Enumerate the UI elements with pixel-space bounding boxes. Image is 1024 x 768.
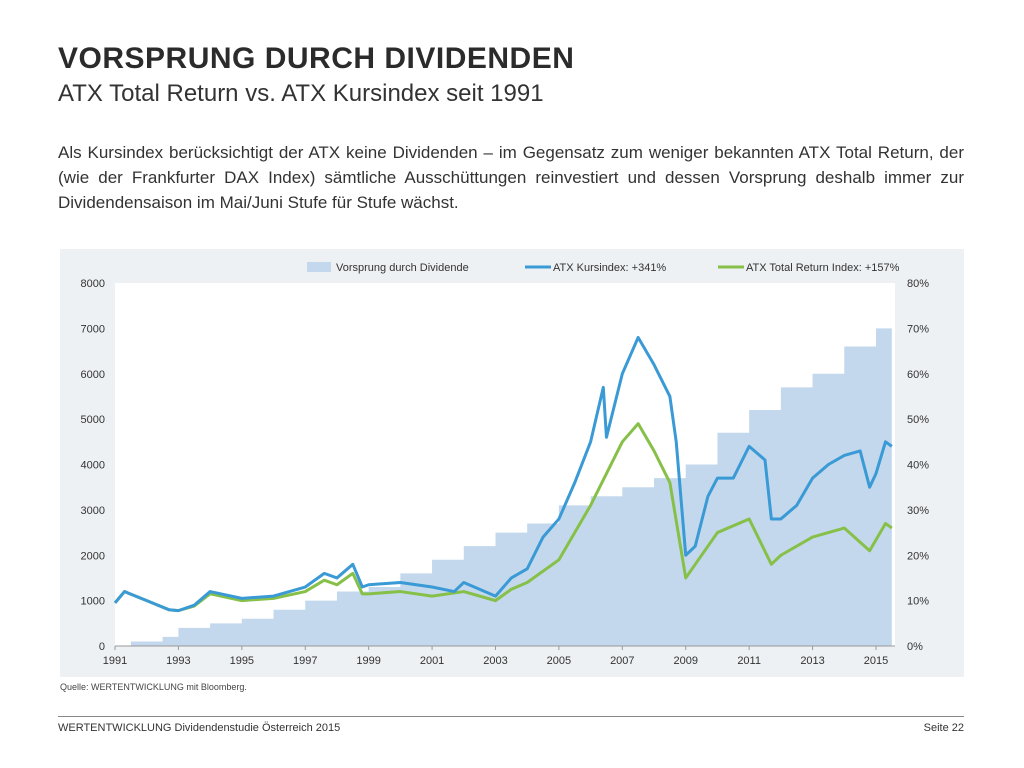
series-line-kursindex — [113, 335, 893, 613]
legend-label: ATX Total Return Index: +157% — [746, 262, 900, 274]
y2-tick-label: 40% — [907, 460, 929, 472]
x-tick-label: 1993 — [166, 655, 190, 667]
x-tick-label: 2007 — [610, 655, 634, 667]
x-tick-label: 2003 — [483, 655, 507, 667]
footer-divider — [58, 716, 964, 717]
x-tick-label: 1999 — [356, 655, 380, 667]
y-tick-label: 8000 — [81, 278, 105, 290]
y-tick-label: 0 — [99, 641, 105, 653]
x-tick-label: 1991 — [103, 655, 127, 667]
series-line-total-return — [113, 422, 893, 613]
legend-swatch — [307, 262, 331, 272]
y-tick-label: 1000 — [81, 596, 105, 608]
x-tick-label: 2013 — [800, 655, 824, 667]
y2-tick-label: 10% — [907, 596, 929, 608]
x-tick-label: 2001 — [420, 655, 444, 667]
legend-label: ATX Kursindex: +341% — [553, 262, 666, 274]
chart-panel: 0 1000 2000 3000 4000 5000 6000 7000 8000 0% 10% 20… — [60, 249, 964, 677]
y-tick-label: 4000 — [81, 460, 105, 472]
y2-tick-label: 30% — [907, 505, 929, 517]
x-tick-label: 1997 — [293, 655, 317, 667]
x-tick-label: 2015 — [864, 655, 888, 667]
y-tick-label: 2000 — [81, 550, 105, 562]
series-area-vorsprung — [115, 323, 892, 646]
x-tick-label: 2005 — [547, 655, 571, 667]
legend-label: Vorsprung durch Dividende — [336, 262, 469, 274]
source-note: Quelle: WERTENTWICKLUNG mit Bloomberg. — [60, 682, 247, 692]
y2-tick-label: 70% — [907, 323, 929, 335]
x-tick-label: 2009 — [673, 655, 697, 667]
intro-text: Als Kursindex berücksichtigt der ATX kei… — [58, 143, 964, 212]
x-tick-label: 1995 — [230, 655, 254, 667]
page-number: Seite 22 — [923, 722, 964, 734]
y2-tick-label: 0% — [907, 641, 923, 653]
x-tick-label: 2011 — [737, 655, 761, 667]
y-tick-label: 3000 — [81, 505, 105, 517]
footer-title: WERTENTWICKLUNG Dividendenstudie Österre… — [58, 722, 341, 734]
y-tick-label: 5000 — [81, 414, 105, 426]
y-tick-label: 7000 — [81, 323, 105, 335]
chart: 0 1000 2000 3000 4000 5000 6000 7000 8000 0% 10% 20… — [81, 262, 929, 667]
y2-tick-label: 80% — [907, 278, 929, 290]
page-title: VORSPRUNG DURCH DIVIDENDEN — [58, 42, 575, 75]
y-tick-label: 6000 — [81, 369, 105, 381]
y2-tick-label: 50% — [907, 414, 929, 426]
y2-tick-label: 60% — [907, 369, 929, 381]
y2-tick-label: 20% — [907, 550, 929, 562]
page-subtitle: ATX Total Return vs. ATX Kursindex seit … — [58, 80, 544, 107]
